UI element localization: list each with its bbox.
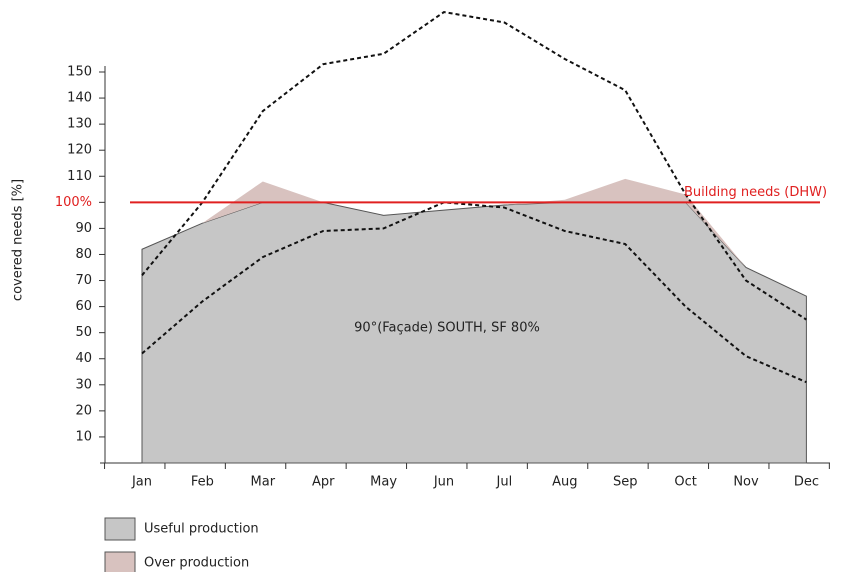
annotation: 90°(Façade) SOUTH, SF 80% [354,321,540,336]
y-tick-label: 10 [75,429,92,444]
x-tick-label: Nov [733,475,759,490]
y-tick-label: 20 [75,403,92,418]
y-tick-label: 40 [75,351,92,366]
x-tick-label: Jan [131,475,152,490]
y-tick-label: 50 [75,325,92,340]
legend-label: Over production [144,556,249,571]
legend-swatch [104,517,136,541]
y-axis-label: covered needs [%] [11,179,26,301]
y-tick-label: 120 [67,143,92,158]
y-tick-label: 30 [75,377,92,392]
x-tick-label: Jul [496,475,513,490]
y-tick-label: 60 [75,299,92,314]
dashed-line [141,201,807,384]
x-tick-label: May [370,475,397,490]
y-tick-label: 80 [75,247,92,262]
y-tick-label: 90 [75,221,92,236]
dashed-line [141,10,807,321]
x-tick-label: Oct [674,475,696,490]
x-tick-label: Aug [552,475,577,490]
x-tick-label: Mar [251,475,276,490]
y-tick-label: 150 [67,65,92,80]
x-tick-label: Dec [794,475,819,490]
legend-swatch [104,551,136,572]
x-tick-label: Feb [191,475,214,490]
x-tick-label: Apr [312,475,335,490]
legend-label: Useful production [144,522,259,537]
x-tick-label: Jun [433,475,454,490]
x-tick-label: Sep [613,475,638,490]
y-tick-label: 70 [75,273,92,288]
y-tick-label: 140 [67,91,92,106]
y-tick-label: 130 [67,117,92,132]
y-tick-label: 110 [67,169,92,184]
y-tick-label: 100% [55,195,92,210]
reference-label: Building needs (DHW) [684,185,827,200]
